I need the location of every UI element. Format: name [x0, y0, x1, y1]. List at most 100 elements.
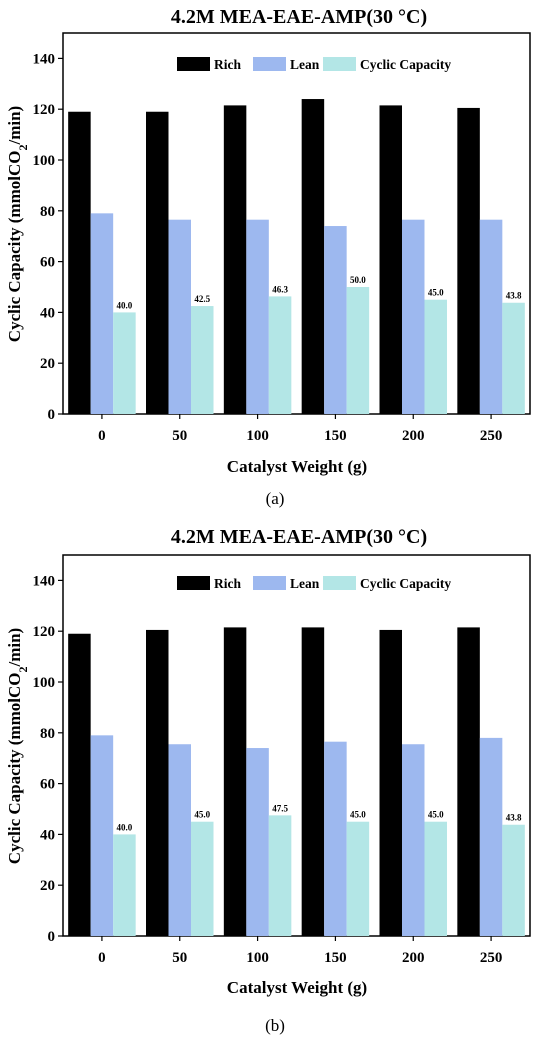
bar-rich: [223, 627, 247, 936]
bar-rich: [68, 111, 91, 415]
bar-lean: [168, 219, 191, 414]
bar-cyclic-capacity: [502, 824, 525, 936]
legend-swatch-rich: [177, 576, 210, 590]
x-tick-label: 250: [480, 428, 503, 444]
x-tick-label: 250: [480, 950, 503, 966]
data-label: 45.0: [428, 288, 444, 298]
legend-label-cyclic-capacity: Cyclic Capacity: [360, 57, 451, 72]
bar-cyclic-capacity: [502, 302, 525, 414]
bar-cyclic-capacity: [424, 821, 447, 936]
bar-rich: [301, 99, 325, 414]
bar-cyclic-capacity: [268, 296, 292, 414]
y-tick-label: 140: [33, 51, 56, 67]
x-tick-label: 50: [172, 950, 187, 966]
x-axis-label: Catalyst Weight (g): [227, 978, 367, 997]
y-tick-label: 20: [40, 878, 55, 894]
x-tick-label: 100: [246, 950, 269, 966]
y-axis-label: Cyclic Capacity (mmolCO2/min): [5, 106, 30, 342]
y-tick-label: 60: [40, 777, 55, 793]
x-axis-label: Catalyst Weight (g): [227, 457, 367, 476]
y-tick-label: 0: [48, 407, 56, 423]
bar-cyclic-capacity: [191, 306, 214, 414]
bar-rich: [379, 105, 402, 414]
legend-label-rich: Rich: [214, 57, 241, 72]
legend-swatch-rich: [177, 57, 210, 71]
bar-rich: [457, 107, 480, 415]
legend-label-rich: Rich: [214, 576, 241, 591]
legend: Rich Lean Cyclic Capacity: [177, 576, 451, 591]
bar-rich: [457, 627, 480, 936]
bar-cyclic-capacity: [113, 834, 136, 936]
y-tick-label: 140: [33, 573, 56, 589]
data-label: 46.3: [272, 284, 288, 294]
x-tick-label: 150: [324, 950, 347, 966]
bar-lean: [402, 219, 425, 414]
x-tick-label: 150: [324, 428, 347, 444]
y-tick-label: 40: [40, 827, 55, 843]
y-tick-label: 60: [40, 255, 55, 271]
bar-marks: 40.0 45.0 47.5 45.0 45.0 43.8: [68, 627, 525, 936]
bar-rich: [223, 105, 247, 414]
bar-rich: [146, 111, 169, 415]
data-label: 45.0: [350, 810, 366, 820]
x-axis-ticks: 0 50 100 150 200 250: [98, 414, 502, 444]
legend-swatch-lean: [253, 576, 286, 590]
legend-label-lean: Lean: [290, 57, 320, 72]
bar-rich: [146, 629, 169, 936]
x-tick-label: 100: [246, 428, 269, 444]
y-tick-label: 80: [40, 204, 55, 220]
bar-rich: [68, 633, 91, 936]
y-tick-label: 120: [33, 102, 56, 118]
panel-caption: (a): [266, 489, 285, 508]
x-axis-ticks: 0 50 100 150 200 250: [98, 936, 502, 966]
legend-label-cyclic-capacity: Cyclic Capacity: [360, 576, 451, 591]
bar-lean: [168, 744, 191, 936]
y-tick-label: 100: [33, 675, 56, 691]
legend: Rich Lean Cyclic Capacity: [177, 57, 451, 72]
x-tick-label: 200: [402, 428, 425, 444]
y-tick-label: 0: [48, 929, 56, 945]
bar-lean: [246, 748, 269, 936]
bar-lean: [324, 741, 347, 936]
legend-swatch-lean: [253, 57, 286, 71]
y-tick-label: 80: [40, 726, 55, 742]
data-label: 43.8: [506, 813, 522, 823]
x-tick-label: 50: [172, 428, 187, 444]
y-tick-label: 100: [33, 153, 56, 169]
x-tick-label: 0: [98, 950, 106, 966]
bar-cyclic-capacity: [268, 815, 292, 936]
bar-marks: 40.0 42.5 46.3 50.0 45.0 43.8: [68, 99, 525, 415]
legend-swatch-cyclic-capacity: [323, 57, 356, 71]
y-tick-label: 40: [40, 305, 55, 321]
bar-cyclic-capacity: [191, 821, 214, 936]
chart-panel-b: 4.2M MEA-EAE-AMP(30 °C) Rich Lean Cyclic…: [5, 526, 531, 1035]
legend-label-lean: Lean: [290, 576, 320, 591]
y-axis-label: Cyclic Capacity (mmolCO2/min): [5, 628, 30, 864]
y-axis-ticks: 0 20 40 60 80 100 120 140: [33, 573, 63, 945]
x-tick-label: 200: [402, 950, 425, 966]
bar-rich: [379, 629, 402, 936]
y-axis-ticks: 0 20 40 60 80 100 120 140: [33, 51, 63, 423]
plot-frame: [62, 32, 531, 415]
data-label: 50.0: [350, 275, 366, 285]
panel-caption: (b): [265, 1016, 285, 1035]
bar-lean: [402, 744, 425, 936]
legend-swatch-cyclic-capacity: [323, 576, 356, 590]
y-tick-label: 20: [40, 356, 55, 372]
data-label: 42.5: [194, 294, 210, 304]
data-label: 45.0: [428, 810, 444, 820]
bar-lean: [90, 735, 114, 936]
bar-lean: [324, 226, 347, 414]
x-tick-label: 0: [98, 428, 106, 444]
data-label: 47.5: [272, 803, 288, 813]
chart-panel-a: 4.2M MEA-EAE-AMP(30 °C) Rich Lean Cyclic…: [5, 6, 531, 508]
data-label: 40.0: [117, 300, 133, 310]
chart-title: 4.2M MEA-EAE-AMP(30 °C): [171, 526, 427, 548]
bar-cyclic-capacity: [346, 821, 370, 936]
bar-lean: [246, 219, 269, 414]
bar-lean: [479, 219, 503, 414]
bar-rich: [301, 627, 325, 936]
data-label: 43.8: [506, 291, 522, 301]
chart-title: 4.2M MEA-EAE-AMP(30 °C): [171, 6, 427, 28]
